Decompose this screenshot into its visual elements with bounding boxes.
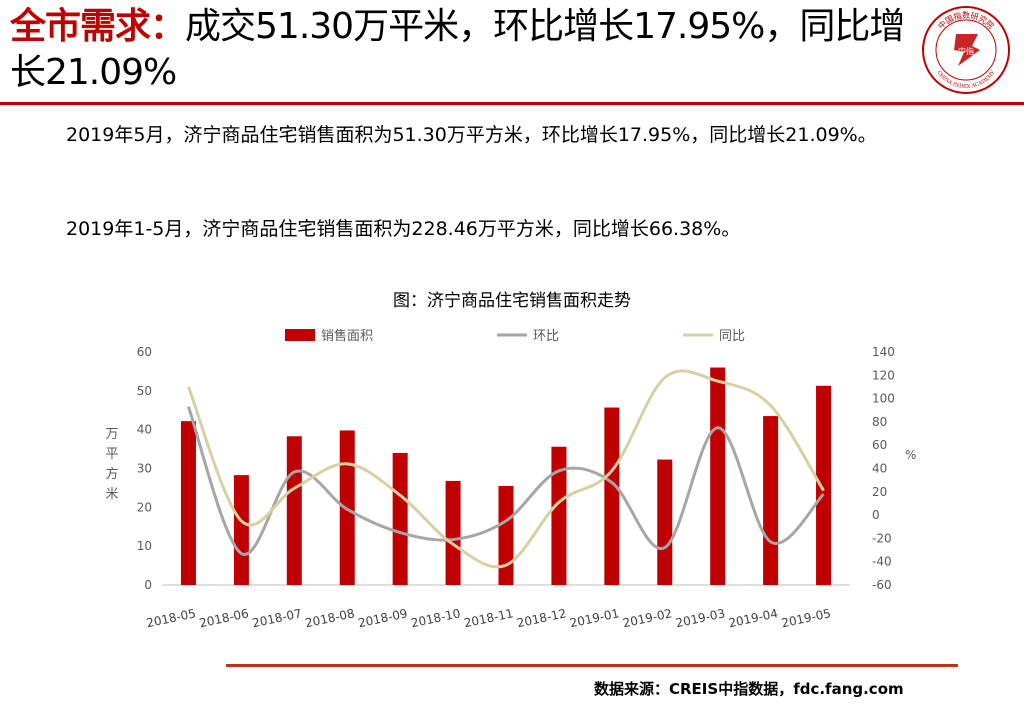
bar-2019-03: [710, 367, 726, 585]
x-tick-label: 2019-01: [569, 606, 621, 630]
sales-area-chart: 0 10 20 30 40 50 60 -60 -40 -20 0 20 40 60 80 100 120 140…: [105, 328, 916, 630]
bar-2019-02: [657, 459, 673, 585]
left-axis-label-char: 米: [105, 487, 118, 502]
left-tick-label: 0: [144, 578, 152, 592]
bar-2018-07: [286, 436, 302, 585]
left-tick-label: 30: [137, 462, 152, 476]
bar-2018-06: [233, 475, 249, 585]
page-title-text: 成交51.30万平米，环比增长17.95%，同比增长21.09%: [10, 6, 905, 93]
x-tick-label: 2019-02: [621, 606, 673, 630]
legend-swatch-bar: [285, 329, 315, 341]
bar-2018-09: [392, 452, 408, 585]
bar-2018-12: [551, 446, 567, 585]
legend-label: 同比: [719, 329, 745, 344]
bar-2019-04: [763, 416, 779, 585]
x-tick-label: 2018-06: [198, 606, 250, 630]
left-tick-label: 10: [137, 539, 152, 553]
x-tick-label: 2018-08: [304, 606, 356, 630]
bar-2018-10: [445, 480, 461, 585]
chart-title: 图：济宁商品住宅销售面积走势: [393, 291, 631, 311]
page-title: 全市需求：成交51.30万平米，环比增长17.95%，同比增长21.09%: [10, 4, 910, 96]
left-axis-label-char: 方: [105, 466, 118, 482]
data-source: 数据来源：CREIS中指数据，fdc.fang.com: [594, 680, 904, 698]
legend-label: 环比: [533, 329, 559, 344]
left-tick-label: 50: [137, 384, 152, 398]
footer-divider: [226, 664, 958, 667]
x-tick-label: 2019-04: [727, 606, 779, 630]
svg-text:中指: 中指: [958, 46, 974, 56]
header-divider: [0, 102, 1024, 105]
right-tick-label: 60: [872, 438, 887, 452]
right-axis-label: %: [905, 448, 916, 462]
left-tick-label: 40: [137, 423, 152, 437]
x-tick-label: 2018-07: [251, 606, 303, 630]
line-series-mom: [187, 406, 825, 556]
x-tick-label: 2018-09: [357, 606, 409, 630]
china-index-academy-logo: 中国指数研究院 CHINA INDEX ACADEMY 中指: [922, 6, 1010, 94]
x-tick-label: 2018-05: [145, 606, 197, 630]
summary-paragraph-2: 2019年1-5月，济宁商品住宅销售面积为228.46万平方米，同比增长66.3…: [66, 218, 741, 240]
page-title-keyword: 全市需求：: [10, 6, 186, 47]
x-tick-label: 2018-11: [463, 606, 515, 630]
x-tick-label: 2018-10: [410, 606, 462, 630]
left-axis-label-char: 万: [105, 427, 118, 442]
right-tick-label: 140: [872, 345, 895, 359]
summary-paragraph-1: 2019年5月，济宁商品住宅销售面积为51.30万平方米，环比增长17.95%，…: [66, 124, 877, 146]
legend-label: 销售面积: [321, 328, 373, 344]
right-tick-label: 120: [872, 368, 895, 382]
right-tick-label: -60: [872, 578, 892, 592]
right-tick-label: 40: [872, 462, 887, 476]
bar-2018-05: [180, 421, 196, 585]
x-tick-label: 2019-03: [674, 606, 726, 630]
x-tick-label: 2018-12: [516, 606, 568, 630]
bar-2018-11: [498, 485, 514, 585]
right-tick-label: 0: [872, 508, 880, 522]
right-tick-label: 100: [872, 392, 895, 406]
left-axis-label-char: 平: [105, 447, 118, 462]
right-tick-label: -40: [872, 555, 892, 569]
left-tick-label: 60: [137, 345, 152, 359]
left-tick-label: 20: [137, 500, 152, 514]
bar-2019-01: [604, 407, 620, 585]
right-tick-label: -20: [872, 531, 892, 545]
line-series-yoy: [187, 369, 825, 569]
bar-2019-05: [816, 385, 832, 585]
right-tick-label: 80: [872, 415, 887, 429]
x-tick-label: 2019-05: [780, 606, 832, 630]
right-tick-label: 20: [872, 485, 887, 499]
